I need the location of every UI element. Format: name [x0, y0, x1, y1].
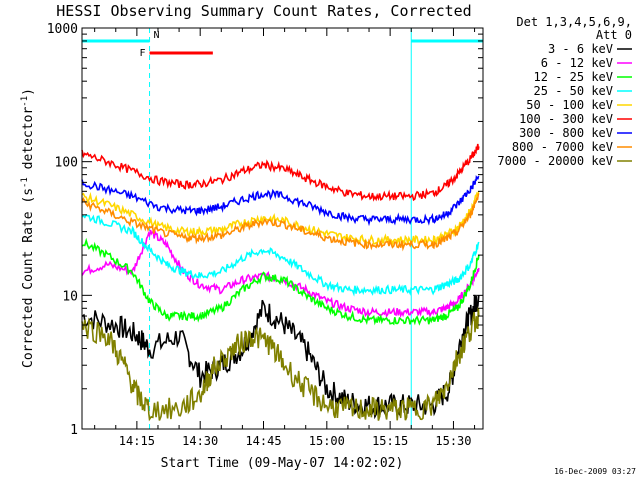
x-tick-label-0: 14:15: [119, 434, 155, 448]
x-tick-label-2: 14:45: [245, 434, 281, 448]
x-tick-label-3: 15:00: [309, 434, 345, 448]
series-line-0: [81, 294, 480, 420]
series-line-2: [81, 237, 480, 326]
x-tick-label-1: 14:30: [182, 434, 218, 448]
plot-frame: [81, 27, 484, 430]
legend-header-2: Att 0: [596, 28, 632, 42]
series-line-5: [81, 143, 480, 202]
x-axis: 14:15 14:30 14:45 15:00 15:15 15:30: [94, 28, 476, 448]
legend-label-6: 300 - 800 keV: [519, 126, 613, 140]
series-line-3: [81, 213, 480, 297]
legend-label-7: 800 - 7000 keV: [512, 140, 613, 154]
legend-label-8: 7000 - 20000 keV: [497, 154, 613, 168]
x-tick-label-4: 15:15: [372, 434, 408, 448]
plot-area: FN: [81, 28, 484, 429]
series-line-6: [81, 175, 480, 227]
y-tick-label-2: 100: [55, 156, 78, 171]
legend-label-3: 25 - 50 keV: [534, 84, 613, 98]
chart-title: HESSI Observing Summary Count Rates, Cor…: [56, 2, 471, 20]
legend-header-1: Det 1,3,4,5,6,9,: [516, 15, 632, 29]
y-tick-label-0: 1: [70, 423, 78, 438]
legend-label-2: 12 - 25 keV: [534, 70, 613, 84]
timestamp: 16-Dec-2009 03:27: [554, 467, 636, 476]
legend-label-5: 100 - 300 keV: [519, 112, 613, 126]
y-tick-label-3: 1000: [47, 22, 78, 37]
annotation-label-0: F: [140, 48, 146, 59]
series-line-7: [81, 192, 480, 252]
y-axis-label: Corrected Count Rate (s-1 detector-1): [20, 88, 36, 368]
y-tick-label-1: 10: [62, 289, 78, 304]
x-tick-label-5: 15:30: [435, 434, 471, 448]
legend-label-4: 50 - 100 keV: [526, 98, 613, 112]
legend-label-1: 6 - 12 keV: [541, 56, 613, 70]
series-line-4: [81, 190, 480, 247]
series-line-8: [81, 307, 480, 422]
annotation-label-1: N: [154, 30, 160, 41]
legend-label-0: 3 - 6 keV: [548, 42, 613, 56]
y-axis: 1 10 100 1000: [47, 22, 483, 438]
x-axis-label: Start Time (09-May-07 14:02:02): [161, 456, 404, 471]
